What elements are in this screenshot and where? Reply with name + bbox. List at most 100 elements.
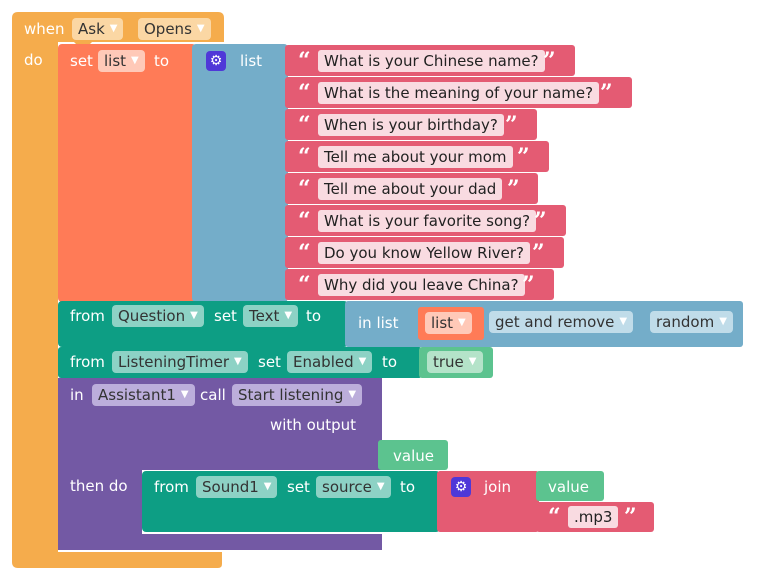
assistant-component-label: Assistant1 (98, 386, 176, 404)
set-variable-block[interactable] (58, 44, 196, 302)
chevron-down-icon: ▼ (619, 316, 628, 327)
variable-name-dropdown[interactable]: list ▼ (98, 50, 145, 72)
close-quote-icon: ” (534, 208, 547, 234)
question-property-dropdown[interactable]: Text ▼ (243, 305, 299, 327)
string-text-1[interactable]: What is your Chinese name? (318, 50, 545, 72)
set-label: set (70, 52, 93, 70)
close-quote-icon: ” (624, 504, 637, 530)
value-getter-block[interactable] (536, 471, 604, 501)
value-parameter-block[interactable] (378, 440, 448, 470)
close-quote-icon: ” (505, 112, 518, 138)
chevron-down-icon: ▼ (180, 389, 189, 400)
to-label: to (154, 52, 170, 70)
with-output-label: with output (270, 416, 357, 434)
boolean-dropdown[interactable]: true ▼ (427, 351, 483, 373)
event-component-dropdown[interactable]: Ask ▼ (72, 18, 124, 40)
assistant-component-dropdown[interactable]: Assistant1 ▼ (92, 384, 195, 406)
list-variable-label: list (431, 314, 454, 332)
operation-dropdown[interactable]: get and remove ▼ (489, 311, 634, 333)
sound-property-dropdown[interactable]: source ▼ (316, 476, 391, 498)
assistant-method-dropdown[interactable]: Start listening ▼ (232, 384, 363, 406)
sound-property-label: source (322, 478, 372, 496)
event-block-ask-opens[interactable] (12, 12, 224, 568)
chevron-down-icon: ▼ (284, 310, 293, 321)
close-quote-icon: ” (532, 240, 545, 266)
gear-icon[interactable]: ⚙ (206, 51, 226, 71)
from-label: from (70, 353, 105, 371)
position-dropdown[interactable]: random ▼ (650, 311, 733, 333)
string-text-8[interactable]: Why did you leave China? (318, 274, 525, 296)
timer-component-dropdown[interactable]: ListeningTimer ▼ (112, 351, 248, 373)
string-text-4[interactable]: Tell me about your mom (318, 146, 513, 168)
string-text-5[interactable]: Tell me about your dad (318, 178, 503, 200)
chevron-down-icon: ▼ (109, 23, 118, 34)
assistant-call-block[interactable] (58, 378, 382, 550)
from-label: from (70, 307, 105, 325)
open-quote-icon: “ (298, 240, 311, 266)
call-label: call (200, 386, 226, 404)
event-component-label: Ask (78, 20, 105, 38)
chevron-down-icon: ▼ (468, 356, 477, 367)
then-do-label: then do (70, 477, 128, 495)
set-label: set (258, 353, 281, 371)
when-label: when (24, 20, 65, 38)
gear-icon[interactable]: ⚙ (451, 477, 471, 497)
string-text-7[interactable]: Do you know Yellow River? (318, 242, 531, 264)
set-label: set (214, 307, 237, 325)
event-name-dropdown[interactable]: Opens ▼ (138, 18, 211, 40)
from-label: from (154, 478, 189, 496)
in-label: in (70, 386, 84, 404)
variable-name-label: list (104, 52, 127, 70)
mp3-string-text[interactable]: .mp3 (568, 506, 619, 528)
value-label: value (548, 478, 589, 496)
chevron-down-icon: ▼ (348, 389, 357, 400)
close-quote-icon: ” (507, 176, 520, 202)
boolean-value-label: true (433, 353, 464, 371)
open-quote-icon: “ (298, 208, 311, 234)
make-list-block[interactable] (192, 44, 288, 302)
timer-component-label: ListeningTimer (118, 353, 230, 371)
question-property-label: Text (249, 307, 280, 325)
close-quote-icon: ” (543, 48, 556, 74)
list-label: list (240, 52, 263, 70)
open-quote-icon: “ (298, 176, 311, 202)
question-component-label: Question (118, 307, 186, 325)
timer-property-label: Enabled (293, 353, 354, 371)
chevron-down-icon: ▼ (376, 481, 385, 492)
close-quote-icon: ” (600, 80, 613, 106)
position-label: random (656, 313, 715, 331)
chevron-down-icon: ▼ (719, 316, 727, 327)
to-label: to (306, 307, 322, 325)
sound-component-label: Sound1 (202, 478, 259, 496)
value-label: value (393, 447, 434, 465)
event-name-label: Opens (144, 20, 192, 38)
chevron-down-icon: ▼ (196, 23, 205, 34)
chevron-down-icon: ▼ (190, 310, 198, 321)
list-variable-dropdown[interactable]: list ▼ (425, 312, 472, 334)
open-quote-icon: “ (298, 112, 311, 138)
string-text-3[interactable]: When is your birthday? (318, 114, 504, 136)
string-text-6[interactable]: What is your favorite song? (318, 210, 537, 232)
open-quote-icon: “ (298, 272, 311, 298)
string-text-2[interactable]: What is the meaning of your name? (318, 82, 600, 104)
open-quote-icon: “ (298, 144, 311, 170)
question-component-dropdown[interactable]: Question ▼ (112, 305, 204, 327)
timer-property-dropdown[interactable]: Enabled ▼ (287, 351, 373, 373)
chevron-down-icon: ▼ (131, 55, 139, 66)
open-quote-icon: “ (298, 80, 311, 106)
to-label: to (382, 353, 398, 371)
join-label: join (484, 478, 512, 496)
to-label: to (400, 478, 416, 496)
operation-label: get and remove (495, 313, 615, 331)
open-quote-icon: “ (298, 48, 311, 74)
chevron-down-icon: ▼ (458, 317, 466, 328)
assistant-method-label: Start listening (238, 386, 344, 404)
do-label: do (24, 51, 43, 69)
open-quote-icon: “ (548, 504, 561, 530)
chevron-down-icon: ▼ (263, 481, 272, 492)
in-list-label: in list (358, 314, 399, 332)
set-label: set (287, 478, 310, 496)
chevron-down-icon: ▼ (234, 356, 242, 367)
chevron-down-icon: ▼ (358, 356, 367, 367)
sound-component-dropdown[interactable]: Sound1 ▼ (196, 476, 278, 498)
